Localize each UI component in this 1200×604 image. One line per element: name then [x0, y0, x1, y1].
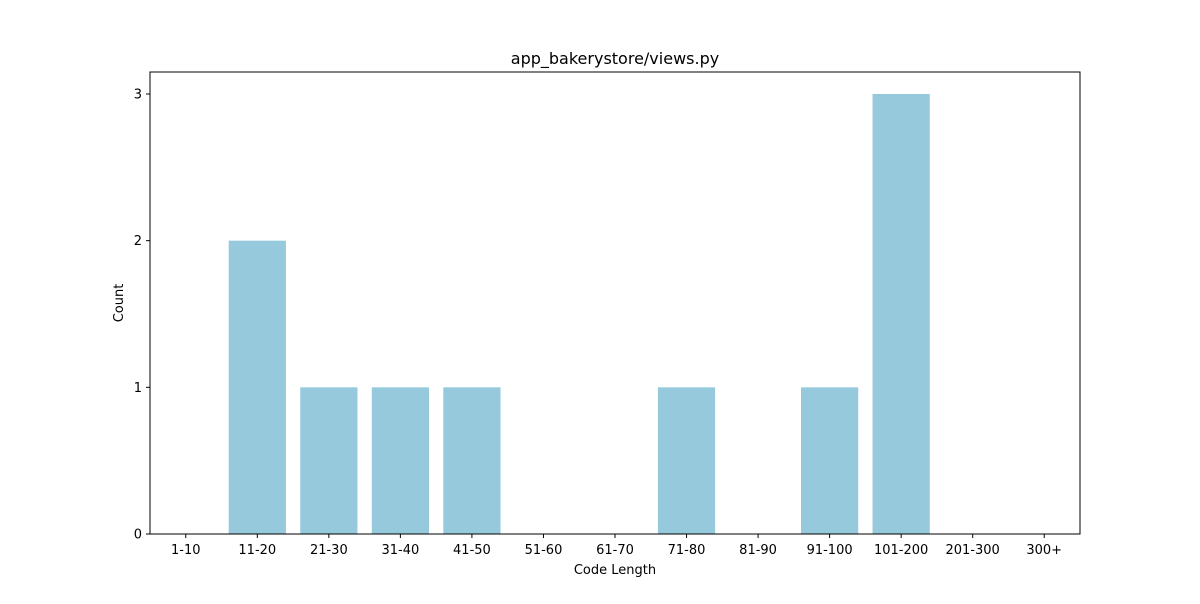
bar-91-100	[801, 387, 859, 534]
x-tick-label: 201-300	[946, 543, 1000, 558]
y-tick-label: 0	[134, 528, 142, 543]
x-axis-label: Code Length	[574, 563, 656, 578]
x-tick-label: 41-50	[453, 543, 491, 558]
y-tick-label: 1	[134, 381, 142, 396]
bar-21-30	[300, 387, 358, 534]
x-tick-label: 61-70	[596, 543, 634, 558]
x-axis-ticks: 1-10 11-20 21-30 31-40 41-50 51-60 61-70 71-80 8…	[171, 534, 1062, 558]
bar-31-40	[371, 387, 429, 534]
bar-41-50	[443, 387, 501, 534]
x-tick-label: 31-40	[381, 543, 419, 558]
x-tick-label: 101-200	[874, 543, 928, 558]
x-tick-label: 71-80	[668, 543, 706, 558]
x-tick-label: 300+	[1026, 543, 1062, 558]
x-tick-label: 51-60	[525, 543, 563, 558]
y-axis-ticks: 0 1 2 3	[134, 88, 150, 543]
x-tick-label: 11-20	[238, 543, 276, 558]
y-tick-label: 3	[134, 88, 142, 103]
chart-title: app_bakerystore/views.py	[511, 49, 719, 69]
x-tick-label: 81-90	[739, 543, 777, 558]
y-axis-label: Count	[112, 284, 127, 323]
x-tick-label: 21-30	[310, 543, 348, 558]
x-tick-label: 1-10	[171, 543, 201, 558]
x-tick-label: 91-100	[807, 543, 853, 558]
bars-layer	[228, 94, 930, 535]
bar-101-200	[872, 94, 930, 534]
y-tick-label: 2	[134, 234, 142, 249]
bar-71-80	[657, 387, 716, 534]
bar-11-20	[228, 240, 286, 535]
